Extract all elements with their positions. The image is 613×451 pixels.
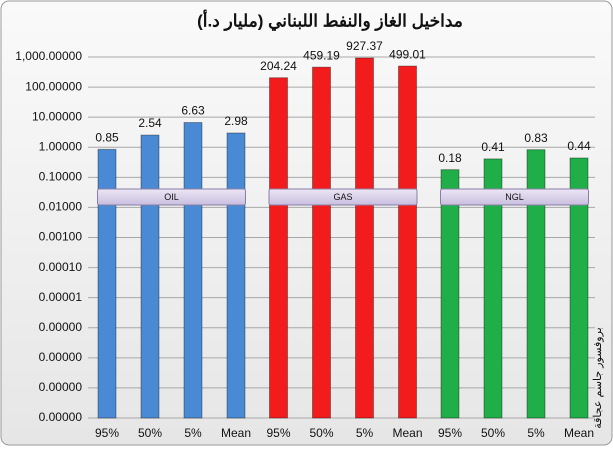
bar	[440, 169, 460, 419]
x-tick-label: 5%	[356, 426, 374, 440]
x-tick-label: 95%	[95, 426, 119, 440]
value-label: 0.41	[481, 140, 505, 154]
x-tick-label: 50%	[481, 426, 505, 440]
bar	[269, 77, 288, 419]
bar	[140, 134, 160, 419]
annotation: بروفسور جاسم عجاقة	[592, 327, 604, 428]
value-label: 0.44	[567, 139, 591, 153]
group-label: OIL	[164, 192, 179, 202]
bar	[97, 148, 117, 419]
y-tick-label: 0.00100	[39, 230, 83, 244]
bar	[398, 65, 417, 419]
chart-title: مداخيل الغاز والنفط اللبناني (مليار د.أ)	[197, 8, 463, 31]
y-tick-label: 100.00000	[25, 79, 82, 93]
group-label: NGL	[505, 192, 524, 202]
y-tick-label: 1,000.00000	[15, 49, 82, 63]
bar	[526, 149, 546, 419]
y-tick-label: 10.00000	[32, 109, 82, 123]
group-label-box	[268, 188, 418, 206]
bar	[483, 158, 503, 419]
bar	[226, 132, 246, 419]
bar	[569, 157, 589, 419]
y-tick-label: 0.00001	[39, 290, 83, 304]
x-tick-label: Mean	[221, 426, 251, 440]
y-tick-label: 0.10000	[39, 170, 83, 184]
value-label: 2.54	[138, 116, 162, 130]
value-label: 927.37	[346, 39, 383, 53]
value-label: 499.01	[389, 47, 426, 61]
y-tick-label: 0.00000	[39, 380, 83, 394]
x-tick-label: 5%	[184, 426, 202, 440]
group-label-box	[97, 188, 246, 206]
x-tick-label: 5%	[527, 426, 545, 440]
value-label: 0.83	[524, 131, 548, 145]
group-label-box	[440, 188, 589, 206]
value-label: 0.85	[95, 131, 119, 145]
x-tick-label: 95%	[266, 426, 290, 440]
y-tick-label: 0.01000	[39, 200, 83, 214]
group-label: GAS	[333, 192, 352, 202]
x-tick-label: 50%	[138, 426, 162, 440]
x-tick-label: Mean	[564, 426, 594, 440]
x-tick-label: 50%	[309, 426, 333, 440]
bar	[312, 66, 331, 419]
value-label: 204.24	[260, 59, 297, 73]
x-tick-label: Mean	[392, 426, 422, 440]
value-label: 2.98	[224, 114, 248, 128]
y-tick-label: 0.00000	[39, 320, 83, 334]
y-tick-label: 0.00000	[39, 410, 83, 424]
value-label: 0.18	[438, 151, 462, 165]
y-tick-label: 0.00010	[39, 260, 83, 274]
bar	[183, 122, 203, 419]
y-tick-label: 1.00000	[39, 139, 83, 153]
bar	[355, 57, 374, 419]
value-label: 459.19	[303, 48, 340, 62]
y-tick-label: 0.00000	[39, 350, 83, 364]
x-tick-label: 95%	[438, 426, 462, 440]
value-label: 6.63	[181, 104, 205, 118]
